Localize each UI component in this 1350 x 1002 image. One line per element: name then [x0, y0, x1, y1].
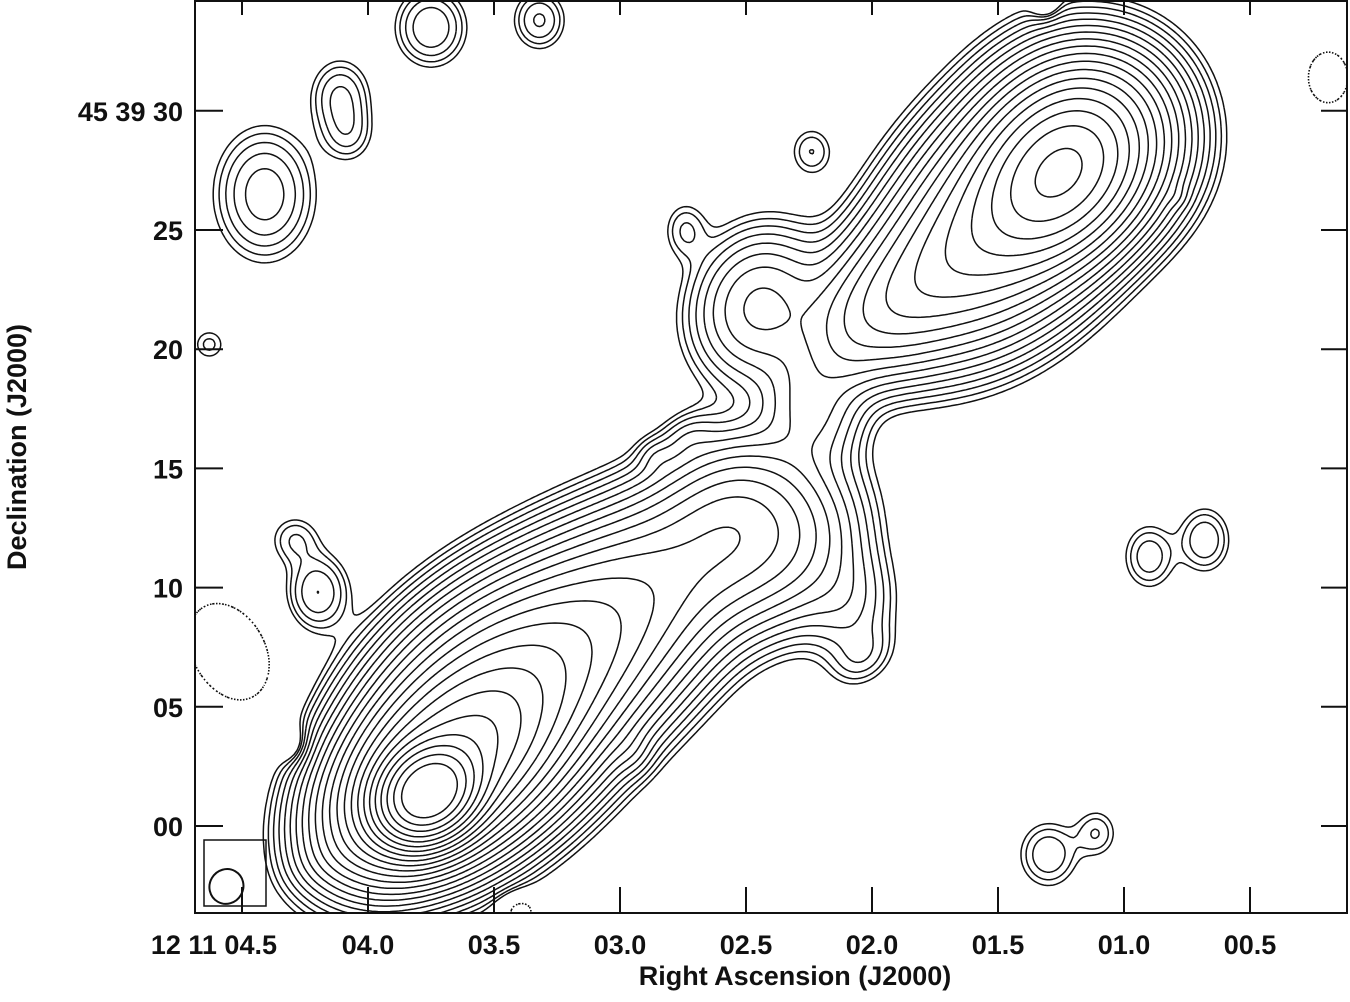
x-tick-label: 12 11 04.5: [151, 930, 277, 960]
contour-level: [289, 24, 1199, 913]
plot-frame: [194, 0, 1348, 914]
contour-level: [314, 52, 1173, 890]
contour-level: [233, 6, 1211, 914]
contour-level: [343, 87, 1141, 867]
x-tick-label: 03.0: [594, 930, 647, 960]
y-tick-label: 15: [153, 454, 183, 484]
contour-layer: [194, 0, 1348, 914]
y-tick-label: 00: [153, 812, 183, 842]
contour-level: [225, 0, 1220, 914]
contour-level: [368, 147, 1083, 848]
contour-level: [328, 68, 1158, 878]
contour-level: [301, 38, 1187, 902]
x-tick-label: 01.5: [972, 930, 1025, 960]
x-tick-label: 04.0: [342, 930, 395, 960]
y-tick-label: 25: [153, 216, 183, 246]
contour-level: [374, 714, 499, 843]
negative-contour: [194, 51, 1348, 914]
y-tick-label: 20: [153, 335, 183, 365]
x-axis-label: Right Ascension (J2000): [639, 961, 952, 991]
x-tick-label: 02.5: [720, 930, 773, 960]
contour-level: [295, 31, 1193, 907]
contour-level: [336, 77, 1150, 872]
contour-level: [357, 110, 1119, 857]
x-tick-label: 02.0: [846, 930, 899, 960]
contour-level: [393, 753, 467, 826]
y-tick-label: 10: [153, 574, 183, 604]
y-axis-label: Declination (J2000): [2, 324, 32, 570]
contour-level: [307, 45, 1180, 896]
contour-level: [400, 762, 459, 819]
x-tick-label: 03.5: [468, 930, 521, 960]
beam-ellipse: [208, 868, 245, 905]
x-tick-label: 01.0: [1098, 930, 1151, 960]
contour-level: [321, 60, 1166, 884]
axis-ticks: 12 11 04.5 04.0 03.5 03.0 02.5 02.0 01.5 01.0 00…: [78, 1, 1347, 960]
contour-level: [196, 0, 1230, 914]
y-tick-label: 45 39 30: [78, 97, 183, 127]
x-tick-label: 00.5: [1224, 930, 1277, 960]
y-tick-label: 05: [153, 693, 183, 723]
contour-level: [244, 18, 1206, 914]
contour-level: [380, 733, 484, 838]
contour-level: [386, 744, 475, 833]
contour-level: [363, 125, 1105, 853]
beam-box: [203, 839, 267, 907]
contour-level: [350, 97, 1131, 862]
